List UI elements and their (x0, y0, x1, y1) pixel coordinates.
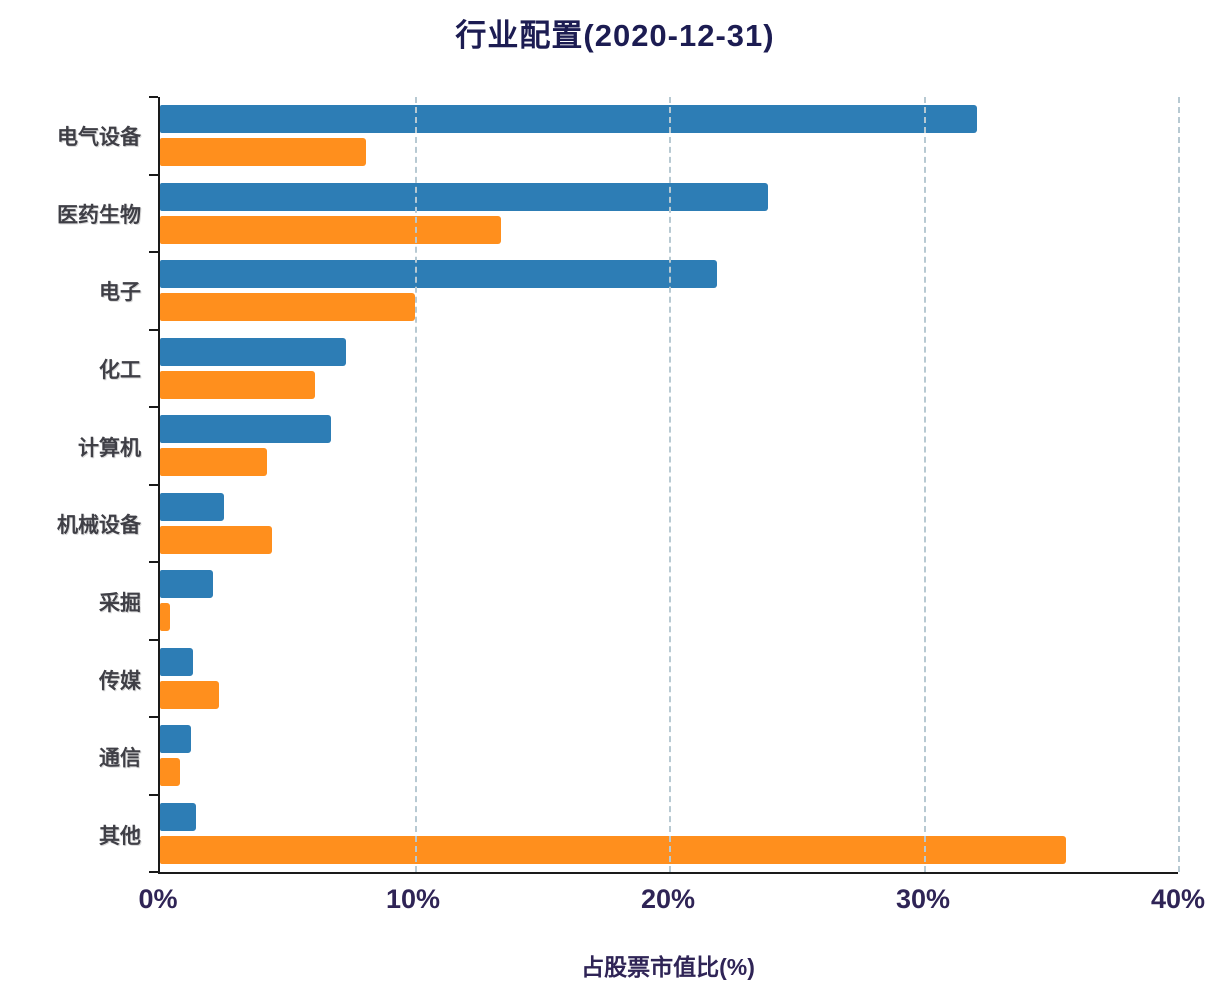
category-label: 医药生物 (57, 203, 141, 227)
category-row (160, 640, 1178, 718)
orange-series-bar (160, 448, 267, 477)
category-row (160, 97, 1178, 175)
y-axis-tick (149, 871, 158, 873)
category-row (160, 330, 1178, 408)
blue-series-bar (160, 182, 769, 211)
category-label: 化工 (99, 358, 141, 382)
orange-series-bar (160, 215, 502, 244)
category-row (160, 175, 1178, 253)
y-axis-labels: 电气设备医药生物电子化工计算机机械设备采掘传媒通信其他 (0, 97, 150, 874)
x-axis-label: 占股票市值比(%) (581, 954, 755, 980)
gridline (414, 97, 417, 872)
orange-series-bar (160, 525, 272, 554)
category-label: 机械设备 (57, 514, 141, 538)
category-label: 通信 (99, 747, 141, 771)
orange-series-bar (160, 603, 171, 632)
blue-series-bar (160, 725, 191, 754)
gridline (669, 97, 671, 872)
x-tick-label: 0% (138, 884, 178, 914)
category-label: 计算机 (78, 436, 141, 460)
y-axis-tick (149, 483, 158, 486)
y-axis-tick (149, 96, 158, 98)
gridline (1178, 97, 1180, 872)
category-label: 采掘 (99, 592, 141, 616)
blue-series-bar (160, 260, 718, 289)
category-row (160, 252, 1178, 330)
x-axis-ticks: 0% 10% 20% 30% 40% (138, 884, 1205, 926)
y-axis-tick (149, 561, 158, 563)
chart-title: 行业配置(2020-12-31) (455, 18, 775, 53)
orange-series-bar (160, 370, 316, 399)
category-row (160, 407, 1178, 485)
blue-series-bar (160, 415, 331, 444)
category-row (160, 485, 1178, 563)
blue-series-bar (160, 647, 194, 676)
orange-series-bar (160, 680, 219, 709)
x-tick-label: 10% (385, 884, 441, 914)
category-label: 传媒 (99, 669, 141, 693)
orange-series-bar (160, 835, 1067, 864)
blue-series-bar (160, 802, 196, 831)
y-axis-tick (149, 793, 158, 796)
orange-series-bar (160, 138, 367, 167)
gridline (923, 97, 926, 872)
category-row (160, 562, 1178, 640)
category-row (160, 795, 1178, 873)
blue-series-bar (160, 492, 224, 521)
blue-series-bar (160, 337, 346, 366)
y-axis-tick (149, 173, 158, 176)
x-tick-label: 20% (640, 884, 696, 914)
orange-series-bar (160, 758, 181, 787)
x-tick-label: 30% (895, 884, 951, 914)
bar-rows (160, 97, 1178, 872)
y-axis-tick (149, 638, 158, 641)
x-tick-label: 40% (1150, 884, 1206, 914)
y-axis-tick (149, 251, 158, 253)
y-axis-tick (149, 406, 158, 408)
y-axis-tick (149, 328, 158, 331)
plot-area (149, 96, 1180, 874)
category-label: 电气设备 (57, 125, 141, 149)
category-label: 其他 (99, 825, 141, 849)
blue-series-bar (160, 105, 977, 134)
orange-series-bar (160, 293, 415, 322)
blue-series-bar (160, 570, 214, 599)
y-axis-tick (149, 716, 158, 718)
category-row (160, 717, 1178, 795)
category-label: 电子 (99, 281, 141, 305)
